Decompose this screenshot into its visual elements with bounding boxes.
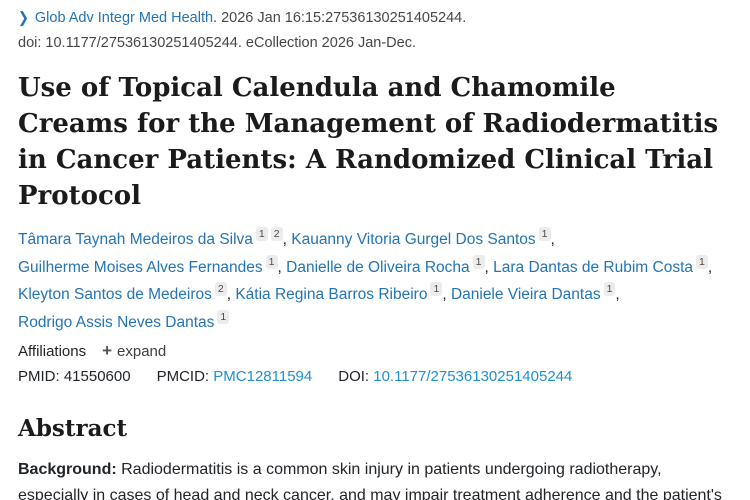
- citation-details: . 2026 Jan 16:15:27536130251405244.: [213, 10, 467, 26]
- authors: Tâmara Taynah Medeiros da Silva 1 2, Kauan…: [18, 226, 730, 336]
- author-separator: ,: [226, 286, 236, 303]
- affiliation-superscript-badge[interactable]: 1: [603, 282, 616, 296]
- author-separator: ,: [442, 286, 451, 303]
- author-link[interactable]: Kleyton Santos de Medeiros: [18, 286, 212, 303]
- author-separator: ,: [484, 258, 494, 276]
- journal-link[interactable]: Glob Adv Integr Med Health: [34, 10, 214, 26]
- author-separator: ,: [550, 231, 555, 248]
- author-link[interactable]: Guilherme Moises Alves Fernandes: [18, 258, 263, 276]
- plus-icon: +: [102, 341, 113, 360]
- abstract-heading: Abstract: [18, 415, 128, 442]
- doi-line: doi: 10.1177/27536130251405244. eCollect…: [18, 35, 416, 51]
- author-separator: ,: [707, 258, 713, 276]
- affiliation-superscript-badge[interactable]: 1: [217, 309, 230, 324]
- affiliation-superscript-badge[interactable]: 1: [538, 227, 551, 241]
- affiliations-row: Affiliations + expand: [18, 341, 730, 361]
- author-link[interactable]: Daniele Vieira Dantas: [450, 286, 601, 303]
- author-link[interactable]: Rodrigo Assis Neves Dantas: [18, 313, 215, 331]
- author-link[interactable]: Danielle de Oliveira Rocha: [286, 258, 470, 276]
- author-link[interactable]: Tâmara Taynah Medeiros da Silva: [18, 231, 253, 248]
- expand-label: expand: [117, 343, 167, 360]
- pmid-value: 41550600: [63, 368, 131, 385]
- author-link[interactable]: Kauanny Vitoria Gurgel Dos Santos: [291, 231, 536, 248]
- expand-affiliations-button[interactable]: + expand: [102, 341, 166, 361]
- author-link[interactable]: Lara Dantas de Rubim Costa: [493, 258, 694, 276]
- chevron-right-icon: ❯: [18, 8, 29, 27]
- affiliation-superscript-badge[interactable]: 1: [255, 227, 268, 241]
- pmid-label: PMID:: [18, 368, 60, 385]
- background-text: Radiodermatitis is a common skin injury …: [18, 461, 722, 500]
- affiliation-superscript-badge[interactable]: 1: [696, 254, 708, 269]
- pmid-group: PMID: 41550600: [18, 368, 131, 385]
- affiliation-superscript-badge[interactable]: 2: [214, 282, 227, 296]
- affiliations-label: Affiliations: [18, 343, 87, 360]
- abstract-background-paragraph: Background: Radiodermatitis is a common …: [18, 457, 730, 500]
- doi-link[interactable]: 10.1177/27536130251405244: [373, 368, 573, 385]
- pmcid-label: PMCID:: [156, 368, 210, 385]
- author-separator: ,: [282, 231, 292, 248]
- affiliation-superscript-badge[interactable]: 1: [472, 254, 485, 269]
- doi-label: DOI:: [338, 368, 370, 385]
- author-link[interactable]: Kátia Regina Barros Ribeiro: [235, 286, 428, 303]
- affiliation-superscript-badge[interactable]: 1: [265, 254, 278, 269]
- affiliation-superscript-badge[interactable]: 2: [270, 227, 283, 241]
- article-title: Use of Topical Calendula and Chamomile C…: [18, 73, 719, 211]
- doi-group: DOI: 10.1177/27536130251405244: [338, 368, 572, 385]
- identifiers-row: PMID: 41550600 PMCID: PMC12811594 DOI: 10.…: [18, 368, 730, 385]
- pmcid-link[interactable]: PMC12811594: [213, 368, 313, 385]
- journal-citation: ❯ Glob Adv Integr Med Health. 2026 Jan 16…: [18, 5, 730, 31]
- author-separator: ,: [277, 258, 287, 276]
- pmcid-group: PMCID: PMC12811594: [157, 368, 313, 385]
- affiliation-superscript-badge[interactable]: 1: [430, 282, 443, 296]
- background-label: Background:: [18, 461, 117, 478]
- author-separator: ,: [615, 286, 620, 303]
